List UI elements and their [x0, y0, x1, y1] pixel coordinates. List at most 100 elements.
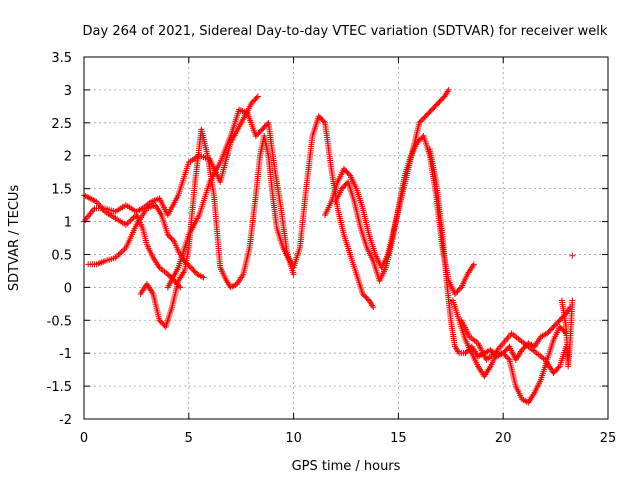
data-point-marker [553, 321, 560, 328]
data-point-marker [191, 268, 198, 275]
data-point-marker [130, 214, 137, 221]
data-point-marker [341, 183, 348, 190]
y-tick-label: 3.5 [51, 51, 72, 66]
data-point-marker [505, 355, 512, 362]
data-point-marker [256, 129, 263, 136]
data-point-marker [426, 109, 433, 116]
chart-title: Day 264 of 2021, Sidereal Day-to-day VTE… [83, 24, 608, 39]
x-tick-label: 25 [600, 431, 617, 446]
data-point-marker [551, 368, 558, 375]
data-point-marker [164, 271, 171, 278]
data-point-marker [262, 122, 269, 129]
x-tick-label: 10 [285, 431, 302, 446]
data-point-marker [254, 131, 261, 138]
data-point-marker [119, 247, 126, 254]
data-point-marker [551, 322, 558, 329]
data-point-marker [248, 100, 255, 107]
data-point-marker [502, 352, 509, 359]
x-tick-label: 5 [185, 431, 193, 446]
y-tick-label: 2.5 [51, 117, 72, 132]
y-tick-label: -1 [59, 347, 72, 362]
data-point-marker [555, 318, 562, 325]
data-point-marker [418, 117, 425, 124]
data-point-marker [425, 110, 432, 117]
data-point-marker [362, 293, 369, 300]
data-point-marker [184, 260, 191, 267]
data-point-marker [252, 132, 259, 139]
data-point-marker [519, 346, 526, 353]
data-point-marker [546, 327, 553, 334]
data-point-marker [118, 249, 125, 256]
data-point-marker [255, 130, 262, 137]
data-point-marker [315, 113, 322, 120]
data-point-marker [157, 318, 164, 325]
data-point-marker [520, 345, 527, 352]
data-point-marker [501, 351, 508, 358]
data-points [81, 86, 576, 406]
data-point-marker [503, 354, 510, 361]
data-point-marker [190, 267, 197, 274]
x-tick-label: 20 [495, 431, 512, 446]
data-point-marker [414, 139, 421, 146]
data-point-marker [416, 136, 423, 143]
data-point-marker [431, 104, 438, 111]
data-point-marker [112, 254, 119, 261]
data-point-marker [427, 107, 434, 114]
data-point-marker [451, 290, 458, 297]
data-point-marker [189, 265, 196, 272]
data-point-marker [113, 253, 120, 260]
data-point-marker [428, 106, 435, 113]
data-point-marker [253, 94, 260, 101]
data-point-marker [462, 350, 469, 357]
data-point-marker [164, 231, 171, 238]
data-point-marker [445, 86, 452, 93]
data-point-marker [127, 217, 134, 224]
data-point-marker [340, 184, 347, 191]
data-point-marker [317, 114, 324, 121]
data-point-marker [125, 219, 132, 226]
data-point-marker [342, 181, 349, 188]
data-point-marker [359, 290, 366, 297]
data-point-marker [500, 350, 507, 357]
data-point-marker [550, 323, 557, 330]
data-point-marker [423, 111, 430, 118]
data-point-marker [569, 252, 576, 259]
data-point-marker [187, 264, 194, 271]
data-point-marker [249, 98, 256, 105]
data-point-marker [545, 329, 552, 336]
data-point-marker [169, 236, 176, 243]
data-point-marker [502, 347, 509, 354]
data-point-marker [342, 167, 349, 174]
data-point-marker [415, 138, 422, 145]
data-point-marker [340, 165, 347, 172]
x-axis-label: GPS time / hours [292, 459, 401, 474]
data-point-marker [115, 251, 122, 258]
data-point-marker [370, 304, 377, 311]
x-tick-label: 0 [80, 431, 88, 446]
y-tick-label: 3 [64, 84, 72, 99]
data-point-marker [319, 117, 326, 124]
y-tick-label: 1.5 [51, 183, 72, 198]
data-point-marker [569, 297, 576, 304]
y-tick-label: -0.5 [47, 314, 72, 329]
data-point-marker [436, 98, 443, 105]
data-point-marker [167, 234, 174, 241]
data-point-marker [361, 292, 368, 299]
y-tick-label: 1 [64, 216, 72, 231]
data-point-marker [555, 364, 562, 371]
data-point-marker [455, 286, 462, 293]
data-point-marker [318, 115, 325, 122]
y-tick-label: 0 [64, 281, 72, 296]
data-point-marker [128, 216, 135, 223]
data-point-marker [416, 119, 423, 126]
data-point-marker [432, 102, 439, 109]
y-tick-label: -2 [59, 413, 72, 428]
data-point-marker [470, 261, 477, 268]
data-point-marker [457, 285, 464, 292]
y-axis-label: SDTVAR / TECUs [7, 185, 22, 292]
data-point-marker [320, 118, 327, 125]
data-point-marker [290, 271, 297, 278]
data-point-marker [177, 284, 184, 291]
data-point-marker [156, 317, 163, 324]
